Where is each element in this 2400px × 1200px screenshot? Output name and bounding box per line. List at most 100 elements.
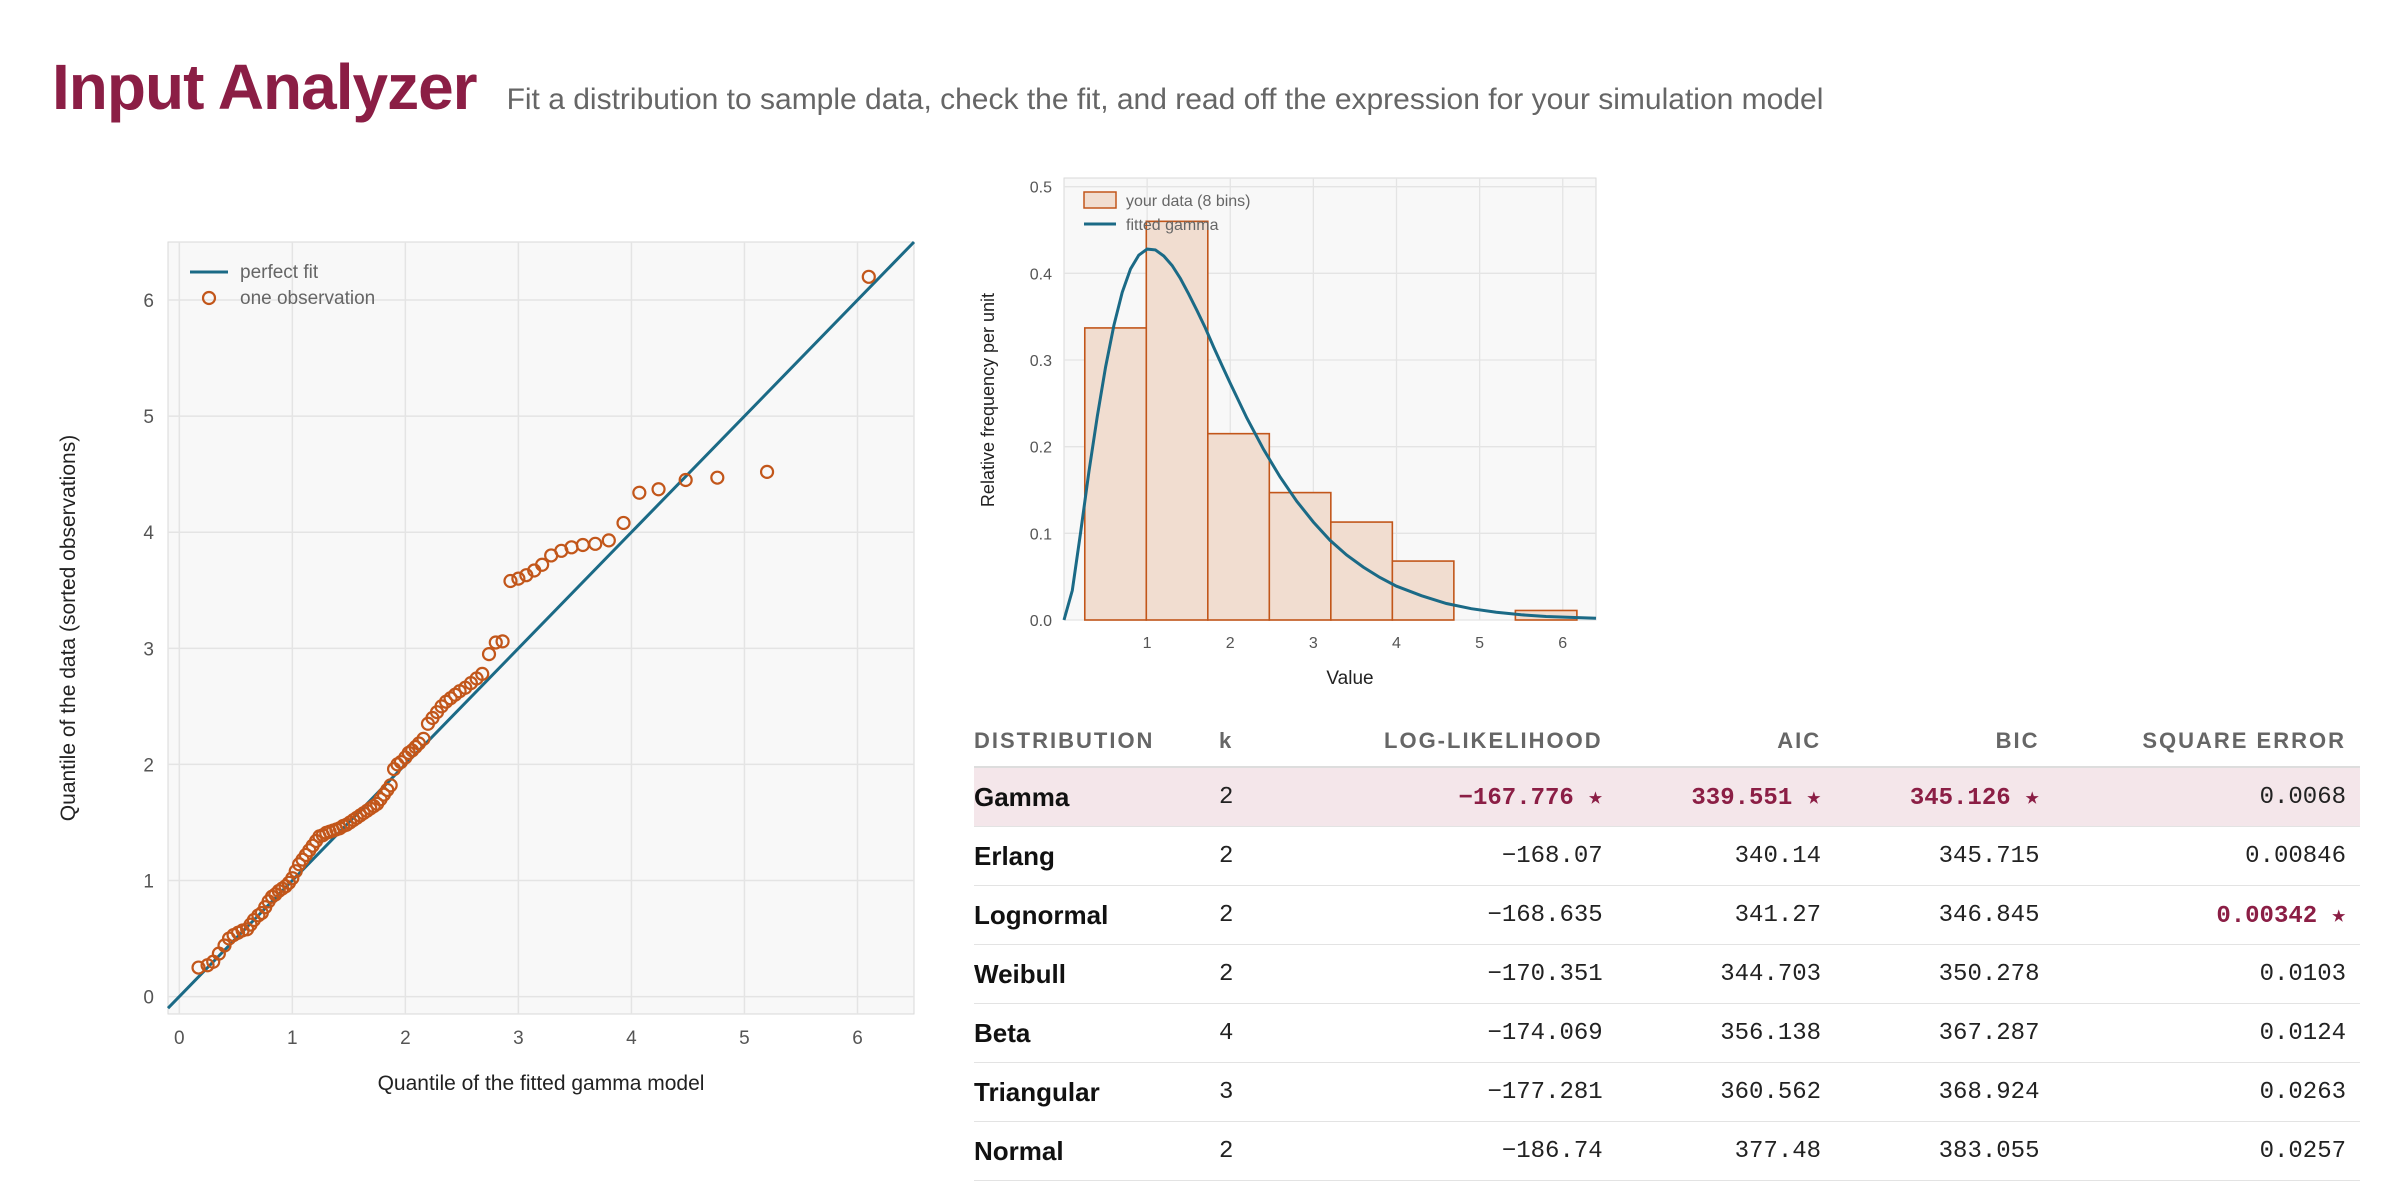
qq-y-tick-label: 0 <box>143 988 154 1009</box>
cell-sqerr: 0.0263 <box>2039 1062 2360 1122</box>
qq-data-point <box>710 470 725 485</box>
cell-bic: 368.924 <box>1821 1062 2040 1122</box>
qq-plot: 0 1 2 3 4 5 6 0 1 2 3 4 5 6 perfect fit one observati… <box>57 240 916 1095</box>
qq-y-tick-label: 1 <box>143 871 154 892</box>
legend-your-data: your data (8 bins) <box>1126 193 1251 210</box>
col-aic: AIC <box>1602 716 1822 768</box>
cell-name: Triangular <box>974 1062 1219 1122</box>
qq-x-tick-label: 4 <box>626 1028 637 1049</box>
cell-name: Lognormal <box>974 885 1219 945</box>
histogram-bar <box>1330 521 1394 621</box>
hist-y-tick-label: 0.3 <box>1030 353 1052 370</box>
cell-k: 4 <box>1218 1003 1301 1063</box>
col-k: k <box>1218 716 1301 768</box>
cell-sqerr: 0.0124 <box>2039 1003 2360 1063</box>
table-row-normal[interactable]: Normal 2 −186.74 377.48 383.055 0.0257 <box>974 1121 2360 1181</box>
qq-data-point <box>588 536 603 551</box>
histogram-bar <box>1391 560 1455 621</box>
qq-x-tick-label: 3 <box>513 1028 524 1049</box>
histogram-plot: 1 2 3 4 5 6 0.0 0.1 0.2 0.3 0.4 0.5 your data (8 bi… <box>978 177 1597 689</box>
qq-data-point <box>481 647 497 662</box>
qq-x-tick-label: 5 <box>739 1028 750 1049</box>
cell-name: Beta <box>974 1003 1219 1063</box>
qq-data-point <box>861 269 876 284</box>
qq-data-point <box>535 557 550 572</box>
table-row-lognormal[interactable]: Lognormal 2 −168.635 341.27 346.845 0.00… <box>974 885 2360 945</box>
col-square-error: SQUARE ERROR <box>2039 716 2360 768</box>
cell-aic: 356.138 <box>1602 1003 1822 1063</box>
hist-y-axis-label: Relative frequency per unit <box>978 293 998 507</box>
cell-loglik: −167.776 ★ <box>1300 767 1603 827</box>
qq-x-tick-label: 6 <box>852 1028 863 1049</box>
cell-aic: 377.48 <box>1602 1121 1822 1181</box>
fitted-gamma-curve <box>1062 247 1597 621</box>
qq-y-tick-label: 2 <box>143 755 154 776</box>
hist-x-tick-label: 3 <box>1309 635 1318 652</box>
histogram-bar <box>1207 432 1271 621</box>
perfect-fit-line <box>166 240 916 1010</box>
hist-legend: your data (8 bins) fitted gamma <box>1083 191 1251 234</box>
page-header: Input Analyzer Fit a distribution to sam… <box>52 50 1823 124</box>
qq-data-point <box>408 739 423 755</box>
qq-x-tick-label: 0 <box>174 1028 185 1049</box>
cell-name: Gamma <box>974 767 1219 827</box>
qq-data-point <box>217 938 232 953</box>
qq-ticks: 0 1 2 3 4 5 6 0 1 2 3 4 5 6 <box>143 291 862 1049</box>
hist-y-tick-label: 0.5 <box>1030 180 1052 197</box>
app-title: Input Analyzer <box>52 51 478 123</box>
qq-data-point <box>488 635 503 650</box>
cell-k: 2 <box>1218 767 1301 827</box>
cell-k: 2 <box>1218 885 1301 945</box>
hist-y-tick-label: 0.4 <box>1030 266 1052 283</box>
cell-sqerr: 0.0068 <box>2039 767 2360 827</box>
col-bic: BIC <box>1821 716 2040 768</box>
table-row-weibull[interactable]: Weibull 2 −170.351 344.703 350.278 0.010… <box>974 944 2360 1004</box>
qq-data-point <box>511 571 526 586</box>
table-row-triangular[interactable]: Triangular 3 −177.281 360.562 368.924 0.… <box>974 1062 2360 1122</box>
qq-legend: perfect fit one observation <box>190 262 375 309</box>
col-log-likelihood: LOG-LIKELIHOOD <box>1300 716 1603 768</box>
qq-data-point <box>616 515 631 531</box>
col-distribution: DISTRIBUTION <box>974 716 1219 768</box>
cell-k: 2 <box>1218 826 1301 886</box>
qq-data-point <box>632 485 647 500</box>
qq-points <box>191 269 876 975</box>
qq-data-point <box>495 634 510 649</box>
qq-data-point <box>246 912 262 928</box>
cell-loglik: −186.74 <box>1300 1121 1603 1181</box>
cell-bic: 350.278 <box>1821 944 2040 1004</box>
table-row-erlang[interactable]: Erlang 2 −168.07 340.14 345.715 0.00846 <box>974 826 2360 886</box>
qq-data-point <box>601 533 616 548</box>
cell-sqerr: 0.0257 <box>2039 1121 2360 1181</box>
table-row-gamma[interactable]: Gamma 2 −167.776 ★ 339.551 ★ 345.126 ★ 0… <box>974 767 2360 827</box>
histogram-bar <box>1083 327 1148 621</box>
qq-y-tick-label: 6 <box>143 291 154 312</box>
qq-x-tick-label: 1 <box>287 1028 298 1049</box>
cell-loglik: −168.635 <box>1300 885 1603 945</box>
histogram-bar <box>1145 220 1209 621</box>
legend-bar-swatch <box>1083 191 1117 209</box>
cell-bic: 367.287 <box>1821 1003 2040 1063</box>
cell-sqerr: 0.00846 <box>2039 826 2360 886</box>
cell-name: Weibull <box>974 944 1219 1004</box>
cell-name: Normal <box>974 1121 1219 1181</box>
qq-data-point <box>678 472 693 488</box>
qq-data-point <box>191 960 206 975</box>
cell-aic: 340.14 <box>1602 826 1822 886</box>
cell-aic: 341.27 <box>1602 885 1822 945</box>
qq-data-point <box>759 464 775 479</box>
qq-data-point <box>278 879 293 894</box>
qq-y-tick-label: 4 <box>143 523 154 544</box>
cell-aic: 339.551 ★ <box>1602 767 1822 827</box>
qq-data-point <box>434 699 449 714</box>
qq-data-point <box>383 778 398 793</box>
table-header-row: DISTRIBUTION k LOG-LIKELIHOOD AIC BIC SQ… <box>974 716 2360 768</box>
cell-loglik: −170.351 <box>1300 944 1603 1004</box>
table-row-beta[interactable]: Beta 4 −174.069 356.138 367.287 0.0124 <box>974 1003 2360 1063</box>
cell-aic: 360.562 <box>1602 1062 1822 1122</box>
cell-k: 2 <box>1218 944 1301 1004</box>
cell-loglik: −174.069 <box>1300 1003 1603 1063</box>
hist-y-tick-label: 0.2 <box>1030 440 1052 457</box>
qq-x-tick-label: 2 <box>400 1028 411 1049</box>
qq-data-point <box>651 482 666 497</box>
